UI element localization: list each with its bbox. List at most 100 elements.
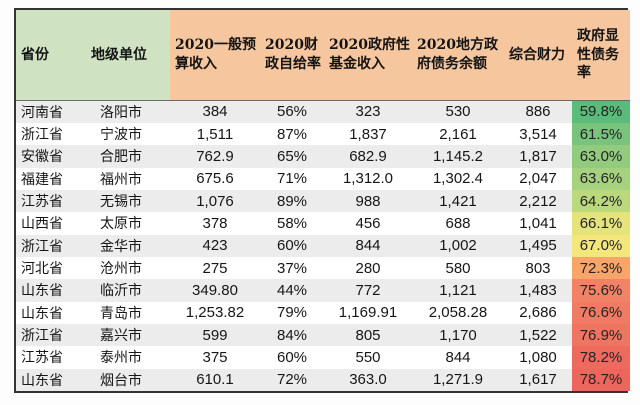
cell-debt-ratio: 76.6% xyxy=(572,301,630,324)
cell-fund-revenue: 323 xyxy=(355,103,381,121)
cell-city: 太原市 xyxy=(100,216,142,233)
table-row: 江苏省 无锡市 1,076 89% 988 1,421 2,212 64.2% xyxy=(16,189,630,213)
cell-debt-ratio: 63.0% xyxy=(572,145,630,168)
cell-comprehensive-strength: 1,817 xyxy=(519,147,557,165)
cell-debt-ratio: 75.6% xyxy=(572,279,630,302)
cell-fund-revenue: 363.0 xyxy=(349,371,387,389)
cell-fund-revenue: 1,169.91 xyxy=(338,304,398,322)
cell-fund-revenue: 456 xyxy=(355,214,381,232)
cell-debt-ratio: 59.8% xyxy=(572,100,630,123)
cell-self-sufficiency: 71% xyxy=(276,170,308,188)
table-row: 山西省 太原市 378 58% 456 688 1,041 66.1% xyxy=(16,212,630,235)
cell-budget-revenue: 384 xyxy=(202,103,228,121)
cell-debt-balance: 1,302.4 xyxy=(432,170,484,188)
col-city: 地级单位 xyxy=(86,10,170,101)
cell-fund-revenue: 550 xyxy=(355,348,381,366)
cell-city: 合肥市 xyxy=(100,149,142,166)
cell-self-sufficiency: 87% xyxy=(276,125,308,143)
col-self-sufficiency-2020: 2020财政自给率 xyxy=(260,10,324,101)
cell-city: 青岛市 xyxy=(100,305,142,322)
table-row: 江苏省 泰州市 375 60% 550 844 1,080 78.2% xyxy=(16,346,630,369)
cell-fund-revenue: 772 xyxy=(355,281,381,299)
cell-comprehensive-strength: 1,522 xyxy=(519,326,557,344)
table-row: 山东省 烟台市 610.1 72% 363.0 1,271.9 1,617 78… xyxy=(16,368,630,391)
table-row: 安徽省 合肥市 762.9 65% 682.9 1,145.2 1,817 63… xyxy=(16,145,630,168)
cell-self-sufficiency: 37% xyxy=(276,259,308,277)
cell-debt-balance: 688 xyxy=(445,214,471,232)
cell-debt-ratio: 64.2% xyxy=(572,189,630,213)
cell-city: 沧州市 xyxy=(100,261,142,278)
cell-province: 福建省 xyxy=(21,171,63,188)
cell-debt-balance: 2,058.28 xyxy=(428,304,488,322)
cell-province: 山东省 xyxy=(21,283,63,300)
col-province: 省份 xyxy=(16,10,86,101)
cell-self-sufficiency: 79% xyxy=(276,304,308,322)
cell-fund-revenue: 988 xyxy=(355,192,381,210)
cell-self-sufficiency: 89% xyxy=(276,192,308,210)
cell-comprehensive-strength: 2,047 xyxy=(519,170,557,188)
cell-comprehensive-strength: 803 xyxy=(525,259,551,277)
cell-comprehensive-strength: 1,041 xyxy=(519,214,557,232)
cell-debt-ratio: 78.7% xyxy=(572,368,630,391)
cell-fund-revenue: 844 xyxy=(355,237,381,255)
cell-self-sufficiency: 44% xyxy=(276,281,308,299)
city-finance-table: 省份 地级单位 2020一般预算收入 2020财政自给率 2020政府性基金收入… xyxy=(16,10,630,391)
cell-comprehensive-strength: 1,617 xyxy=(519,371,557,389)
col-explicit-debt-ratio: 政府显性债务率 xyxy=(572,10,630,101)
cell-debt-ratio: 63.6% xyxy=(572,167,630,190)
cell-comprehensive-strength: 1,483 xyxy=(519,281,557,299)
cell-debt-balance: 1,145.2 xyxy=(432,147,484,165)
table-row: 浙江省 金华市 423 60% 844 1,002 1,495 67.0% xyxy=(16,234,630,257)
cell-budget-revenue: 1,076 xyxy=(196,192,234,210)
cell-budget-revenue: 423 xyxy=(202,237,228,255)
cell-debt-balance: 1,421 xyxy=(439,192,477,210)
cell-debt-balance: 1,271.9 xyxy=(432,371,484,389)
table-row: 河北省 沧州市 275 37% 280 580 803 72.3% xyxy=(16,256,630,280)
cell-budget-revenue: 349.80 xyxy=(192,281,238,299)
cell-province: 河南省 xyxy=(21,104,63,121)
cell-self-sufficiency: 84% xyxy=(276,326,308,344)
cell-debt-balance: 844 xyxy=(445,348,471,366)
cell-province: 江苏省 xyxy=(21,350,63,367)
cell-debt-balance: 2,161 xyxy=(439,125,477,143)
cell-budget-revenue: 610.1 xyxy=(196,371,234,389)
cell-debt-ratio: 72.3% xyxy=(572,256,630,280)
cell-budget-revenue: 375 xyxy=(202,348,228,366)
cell-province: 山西省 xyxy=(21,216,63,233)
table-row: 山东省 青岛市 1,253.82 79% 1,169.91 2,058.28 2… xyxy=(16,301,630,324)
cell-budget-revenue: 1,511 xyxy=(196,125,234,143)
cell-debt-ratio: 66.1% xyxy=(572,212,630,235)
table-row: 福建省 福州市 675.6 71% 1,312.0 1,302.4 2,047 … xyxy=(16,167,630,190)
cell-self-sufficiency: 60% xyxy=(276,348,308,366)
cell-city: 嘉兴市 xyxy=(100,328,142,344)
cell-budget-revenue: 378 xyxy=(202,214,228,232)
cell-comprehensive-strength: 2,686 xyxy=(519,304,557,322)
cell-city: 金华市 xyxy=(100,238,142,255)
cell-province: 浙江省 xyxy=(21,127,63,144)
table-row: 浙江省 嘉兴市 599 84% 805 1,170 1,522 76.9% xyxy=(16,323,630,347)
cell-budget-revenue: 275 xyxy=(202,259,228,277)
cell-debt-balance: 1,002 xyxy=(439,237,477,255)
cell-city: 宁波市 xyxy=(100,127,142,144)
cell-province: 浙江省 xyxy=(21,328,63,344)
cell-debt-ratio: 76.9% xyxy=(572,323,630,347)
cell-budget-revenue: 599 xyxy=(202,326,228,344)
cell-province: 安徽省 xyxy=(21,149,63,166)
col-comprehensive-strength: 综合财力 xyxy=(504,10,572,101)
cell-self-sufficiency: 72% xyxy=(276,371,308,389)
cell-comprehensive-strength: 2,212 xyxy=(519,192,557,210)
cell-city: 无锡市 xyxy=(100,194,142,211)
cell-debt-ratio: 67.0% xyxy=(572,234,630,257)
cell-budget-revenue: 1,253.82 xyxy=(185,304,245,322)
cell-debt-ratio: 78.2% xyxy=(572,346,630,369)
cell-city: 烟台市 xyxy=(100,372,142,389)
table-row: 山东省 临沂市 349.80 44% 772 1,121 1,483 75.6% xyxy=(16,279,630,302)
cell-debt-balance: 530 xyxy=(445,103,471,121)
cell-debt-balance: 1,170 xyxy=(439,326,477,344)
cell-city: 福州市 xyxy=(100,171,142,188)
cell-fund-revenue: 682.9 xyxy=(349,147,387,165)
data-table-frame: 省份 地级单位 2020一般预算收入 2020财政自给率 2020政府性基金收入… xyxy=(14,8,630,393)
cell-province: 山东省 xyxy=(21,305,63,322)
cell-fund-revenue: 1,312.0 xyxy=(342,170,394,188)
cell-self-sufficiency: 56% xyxy=(276,103,308,121)
